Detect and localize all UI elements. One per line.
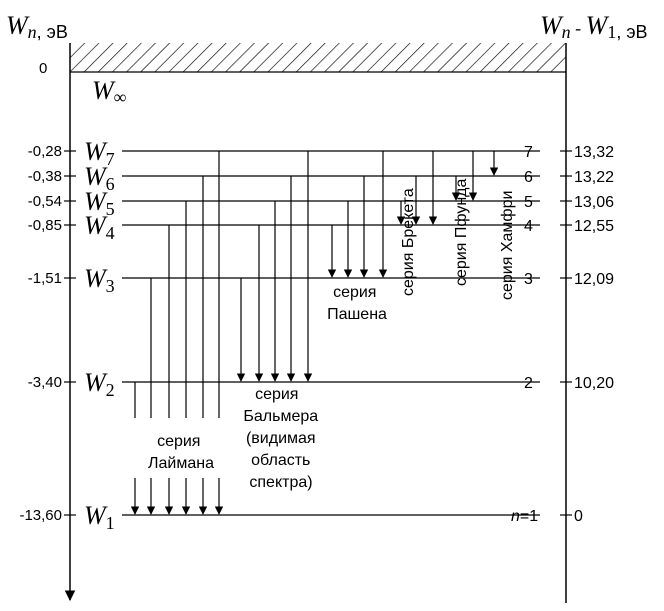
level-symbol-4: W4 [84,211,115,243]
balmer-series-label: серия Бальмера (видимая область спектра) [243,386,322,491]
humphreys-series-label: серия Хамфри [499,191,516,300]
level-symbol-2: W2 [84,368,115,400]
level-symbol-7: W7 [84,137,115,169]
w-infinity-label: W∞ [92,76,127,107]
level-symbol-3: W3 [84,264,115,296]
excitation-label-2: 10,20 [574,375,614,392]
paschen-series-label: серия Пашена [327,284,387,323]
level-symbol-5: W5 [84,187,115,219]
excitation-label-4: 12,55 [574,218,614,235]
energy-label-7: -0,28 [28,143,62,160]
levels-layer: -0,28 W7 7 13,32 -0,38 W6 6 13,22 -0,54 W5 5 13,06 -… [19,137,614,533]
zero-energy-label: 0 [39,60,47,77]
lyman-series-label: серия Лаймана [148,433,214,472]
energy-label-3: -1,51 [28,270,62,287]
transitions-layer [130,151,499,515]
brackett-series-label: серия Брекета [400,188,417,296]
continuum-hatch [70,43,566,72]
quantum-number-6: 6 [524,169,533,186]
pfund-series-label: серия Пфунда [453,179,470,287]
excitation-label-6: 13,22 [574,169,614,186]
excitation-label-5: 13,06 [574,194,614,211]
excitation-label-7: 13,32 [574,144,614,161]
level-symbol-1: W1 [84,501,115,533]
right-axis-title: Wn - W1, эВ [540,11,648,42]
quantum-number-1: n=1 [511,508,538,525]
energy-label-5: -0,54 [28,193,62,210]
quantum-number-4: 4 [524,218,533,235]
level-symbol-6: W6 [84,162,115,194]
quantum-number-2: 2 [524,375,533,392]
energy-label-4: -0,85 [28,217,62,234]
energy-label-6: -0,38 [28,168,62,185]
energy-label-1: -13,60 [19,507,62,524]
quantum-number-3: 3 [524,271,533,288]
energy-label-2: -3,40 [28,374,62,391]
left-axis-title: Wn, эВ [6,11,68,42]
quantum-number-5: 5 [524,194,533,211]
excitation-label-1: 0 [574,508,583,525]
excitation-label-3: 12,09 [574,271,614,288]
quantum-number-7: 7 [524,144,533,161]
